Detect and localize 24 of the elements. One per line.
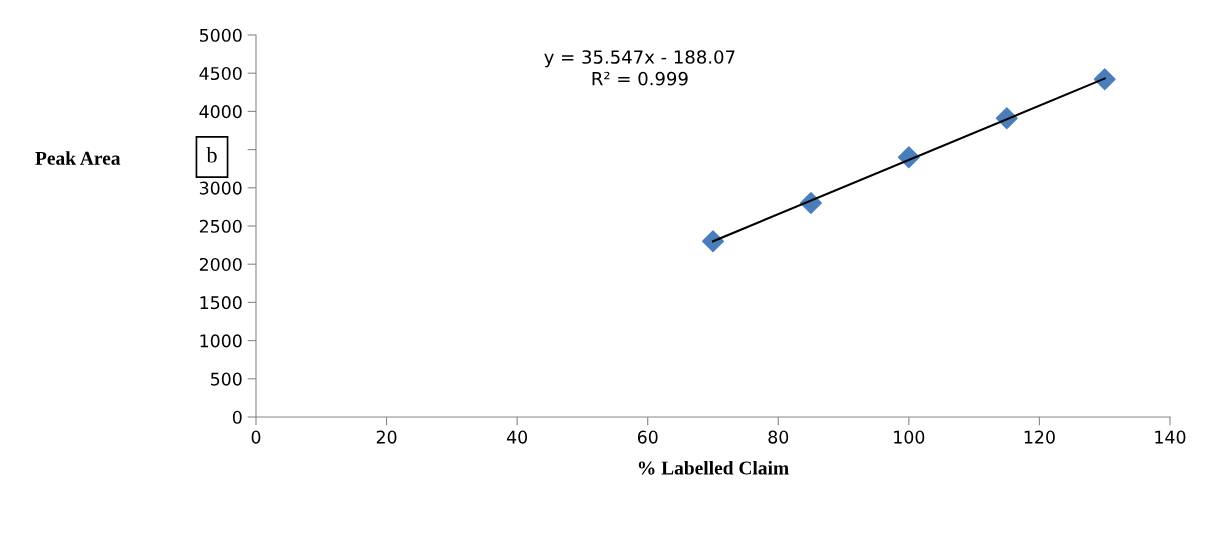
annotation: y = 35.547x - 188.07 R² = 0.999 — [544, 50, 735, 86]
y-tick-label: 5000 — [199, 28, 242, 42]
y-axis-title: Peak Area — [35, 151, 121, 165]
y-tick-label: 4000 — [199, 105, 242, 119]
x-tick-label: 0 — [251, 430, 261, 444]
y-tick-label: 0 — [232, 410, 242, 424]
point — [1093, 68, 1116, 91]
y-tick-label: 2000 — [199, 257, 242, 272]
y-tick-label: 1000 — [200, 334, 242, 348]
x-tick-label: 100 — [894, 430, 925, 444]
point — [702, 230, 724, 253]
y-tick-label: 2500 — [199, 219, 242, 233]
y-tick-label: 1500 — [200, 296, 242, 310]
x-tick-label: 140 — [1155, 430, 1186, 444]
text: b — [206, 146, 217, 163]
y-tick-label: 3000 — [199, 181, 242, 195]
x-tick-label: 80 — [768, 430, 789, 444]
y-tick-label: 500 — [211, 372, 242, 386]
x-tick-label: 120 — [1024, 430, 1055, 444]
x-tick-label: 40 — [506, 430, 528, 444]
x-axis-title: % Labelled Claim — [638, 460, 789, 475]
x-tick-label: 60 — [637, 430, 658, 444]
y-tick-label: 4500 — [199, 66, 242, 81]
x-tick-label: 20 — [376, 430, 397, 444]
